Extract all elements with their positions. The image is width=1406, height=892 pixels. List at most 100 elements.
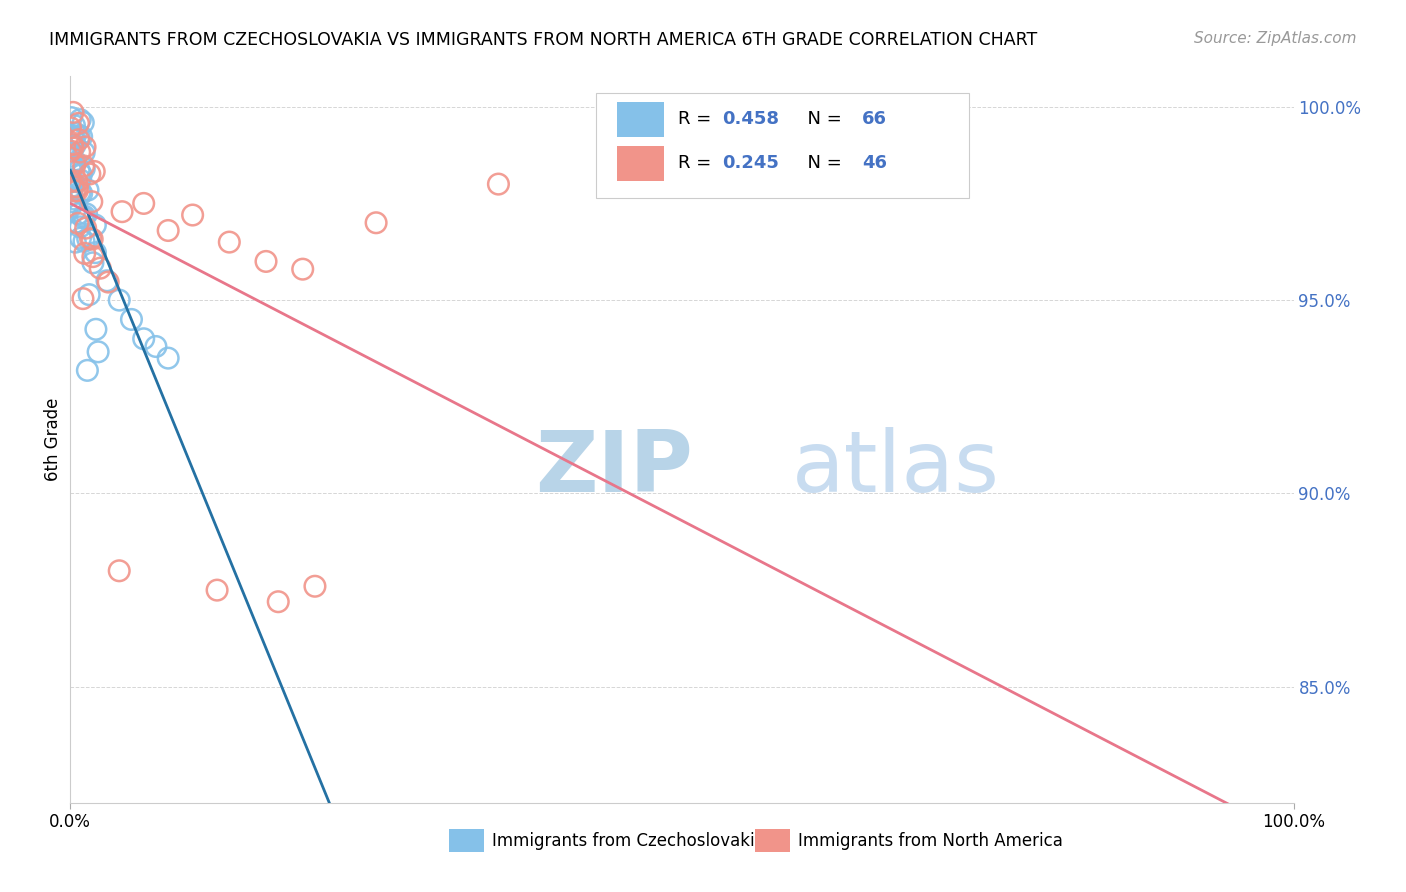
Point xyxy=(76,363,98,377)
Point xyxy=(60,161,83,175)
Point xyxy=(87,344,110,359)
Point xyxy=(82,256,104,270)
Point xyxy=(291,262,314,277)
Text: ZIP: ZIP xyxy=(536,427,693,510)
Point xyxy=(157,351,180,365)
Point xyxy=(82,232,104,246)
Point xyxy=(72,115,94,129)
Point xyxy=(83,164,105,178)
Point xyxy=(62,141,84,155)
Point xyxy=(63,119,86,133)
Point xyxy=(66,174,89,188)
Point xyxy=(65,155,87,169)
Point xyxy=(62,173,84,187)
Point xyxy=(108,293,131,307)
Text: N =: N = xyxy=(796,154,848,172)
Point xyxy=(70,186,93,201)
Point xyxy=(218,235,240,249)
Point xyxy=(67,163,90,178)
Point xyxy=(205,583,228,598)
Point xyxy=(77,183,100,197)
Point xyxy=(63,157,86,171)
Point xyxy=(84,245,107,260)
Point xyxy=(63,203,86,218)
Text: IMMIGRANTS FROM CZECHOSLOVAKIA VS IMMIGRANTS FROM NORTH AMERICA 6TH GRADE CORREL: IMMIGRANTS FROM CZECHOSLOVAKIA VS IMMIGR… xyxy=(49,31,1038,49)
Point xyxy=(62,194,84,209)
Point xyxy=(157,223,180,237)
Point xyxy=(60,179,83,194)
Point xyxy=(66,180,89,194)
Point xyxy=(67,116,90,130)
Point xyxy=(73,145,96,160)
Point xyxy=(73,161,96,176)
Point xyxy=(60,111,83,125)
Point xyxy=(70,129,93,144)
Point xyxy=(73,246,96,260)
Point xyxy=(84,322,107,336)
Point xyxy=(69,231,91,245)
Point xyxy=(67,129,90,144)
Point xyxy=(62,139,84,153)
Point xyxy=(67,216,90,230)
Point xyxy=(59,120,82,135)
Point xyxy=(62,105,84,120)
Point xyxy=(73,235,96,249)
Point xyxy=(132,332,155,346)
Point xyxy=(69,112,91,127)
Point xyxy=(63,130,86,145)
Point xyxy=(65,127,87,141)
Point xyxy=(79,167,101,181)
Point xyxy=(62,192,84,206)
Point xyxy=(69,173,91,187)
Point xyxy=(70,168,93,182)
Text: 46: 46 xyxy=(862,154,887,172)
Point xyxy=(84,218,107,232)
Bar xyxy=(755,829,790,852)
Point xyxy=(62,128,84,143)
Point xyxy=(66,184,89,198)
Point xyxy=(267,595,290,609)
Point xyxy=(67,207,90,221)
Point xyxy=(63,138,86,153)
Point xyxy=(72,292,94,306)
Point xyxy=(59,149,82,163)
Text: N =: N = xyxy=(796,111,848,128)
Point xyxy=(69,219,91,234)
Point xyxy=(488,177,510,191)
Point xyxy=(67,133,90,147)
Point xyxy=(82,250,104,264)
Point xyxy=(59,200,82,214)
Point xyxy=(75,221,97,235)
Point xyxy=(132,196,155,211)
Point xyxy=(145,339,167,353)
Point xyxy=(254,254,277,268)
Point xyxy=(60,175,83,189)
FancyBboxPatch shape xyxy=(596,93,969,198)
Point xyxy=(62,159,84,173)
Point xyxy=(89,261,111,276)
Point xyxy=(69,185,91,199)
Text: R =: R = xyxy=(678,111,717,128)
Point xyxy=(79,232,101,246)
Point xyxy=(65,235,87,249)
Point xyxy=(62,137,84,152)
Text: 0.458: 0.458 xyxy=(723,111,779,128)
Point xyxy=(59,175,82,189)
Point xyxy=(76,232,98,246)
Point xyxy=(59,144,82,158)
Point xyxy=(69,145,91,160)
Point xyxy=(97,275,120,289)
Point xyxy=(181,208,204,222)
Point xyxy=(59,162,82,177)
Point xyxy=(108,564,131,578)
Point xyxy=(366,216,388,230)
Point xyxy=(111,204,134,219)
Text: atlas: atlas xyxy=(792,427,1000,510)
Text: 66: 66 xyxy=(862,111,887,128)
Point xyxy=(62,132,84,146)
Point xyxy=(63,184,86,198)
Point xyxy=(73,140,96,154)
Point xyxy=(96,274,118,288)
Text: Immigrants from Czechoslovakia: Immigrants from Czechoslovakia xyxy=(492,831,765,849)
Point xyxy=(80,194,103,209)
